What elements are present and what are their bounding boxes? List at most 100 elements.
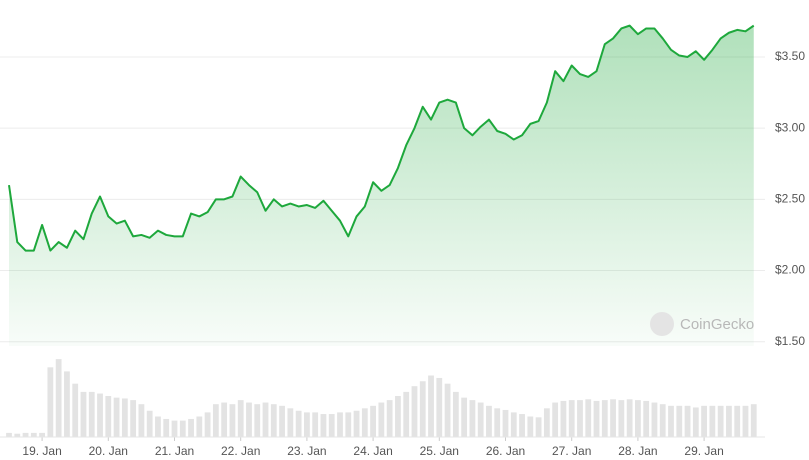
- volume-bar: [30, 432, 37, 437]
- volume-bar: [428, 375, 434, 437]
- volume-bar: [246, 402, 252, 437]
- volume-bar: [14, 433, 21, 437]
- volume-bar: [270, 404, 277, 437]
- volume-bar: [80, 391, 87, 437]
- volume-bar: [6, 432, 12, 437]
- volume-bar: [254, 404, 261, 437]
- volume-bar: [130, 400, 137, 437]
- volume-bar: [452, 391, 459, 437]
- volume-bar: [684, 405, 691, 437]
- volume-bar: [337, 412, 343, 437]
- volume-bar: [395, 396, 401, 437]
- volume-bar: [88, 391, 95, 437]
- volume-bar: [204, 412, 211, 437]
- volume-bar: [370, 405, 376, 437]
- volume-bar: [626, 399, 633, 437]
- volume-bar: [668, 405, 674, 437]
- volume-bar: [477, 402, 484, 437]
- volume-bar: [593, 400, 600, 437]
- volume-bar: [742, 405, 749, 437]
- volume-bar: [403, 391, 410, 437]
- volume-bar: [750, 404, 757, 437]
- volume-bar: [328, 414, 335, 437]
- volume-bar: [22, 432, 29, 437]
- volume-bar: [469, 400, 476, 437]
- volume-bar: [72, 383, 79, 437]
- volume-bar: [39, 432, 45, 437]
- volume-bar: [378, 402, 385, 437]
- volume-bar: [734, 405, 741, 437]
- volume-bar: [320, 414, 327, 437]
- volume-bar: [121, 398, 128, 437]
- volume-bar: [179, 420, 186, 437]
- volume-bar: [709, 405, 716, 437]
- volume-bar: [188, 418, 194, 437]
- volume-bar: [726, 405, 732, 437]
- volume-bar: [146, 410, 153, 437]
- volume-bar: [568, 400, 575, 437]
- y-tick-label: $3.00: [775, 120, 805, 134]
- volume-bar: [436, 377, 443, 437]
- x-tick-label: 27. Jan: [552, 444, 591, 458]
- volume-bar: [510, 412, 517, 437]
- price-line: [8, 24, 755, 252]
- volume-bar: [105, 396, 112, 437]
- volume-bar: [287, 408, 294, 437]
- volume-bar: [237, 400, 244, 437]
- volume-bar: [527, 416, 534, 437]
- volume-bar: [279, 405, 285, 437]
- volume-bar: [560, 400, 567, 437]
- price-area: [9, 25, 754, 346]
- volume-bar: [304, 412, 310, 437]
- volume-bar: [543, 408, 550, 437]
- volume-bar: [411, 386, 418, 437]
- volume-bar: [486, 405, 492, 437]
- volume-bar: [717, 405, 724, 437]
- volume-bar: [221, 402, 228, 437]
- y-tick-label: $2.50: [775, 192, 805, 206]
- volume-bar: [229, 404, 236, 437]
- volume-bar: [295, 410, 302, 437]
- volume-bar: [138, 404, 145, 437]
- volume-bar: [113, 397, 120, 437]
- x-tick-label: 25. Jan: [420, 444, 459, 458]
- volume-bar: [97, 393, 103, 437]
- volume-bar: [55, 359, 62, 437]
- volume-bar: [64, 371, 70, 437]
- volume-bar: [651, 402, 658, 437]
- x-tick-label: 24. Jan: [353, 444, 392, 458]
- volume-bar: [155, 416, 161, 437]
- y-tick-label: $2.00: [775, 263, 805, 277]
- x-tick-label: 26. Jan: [486, 444, 525, 458]
- volume-bar: [196, 416, 203, 437]
- volume-bar: [444, 383, 451, 437]
- volume-bar: [519, 414, 525, 437]
- x-tick-label: 20. Jan: [89, 444, 128, 458]
- volume-bar: [535, 417, 542, 437]
- volume-bar: [353, 410, 360, 437]
- volume-bar: [461, 397, 468, 437]
- volume-bar: [361, 408, 368, 437]
- y-tick-label: $3.50: [775, 49, 805, 63]
- y-tick-label: $1.50: [775, 334, 805, 348]
- volume-bar: [643, 400, 650, 437]
- x-tick-label: 29. Jan: [684, 444, 723, 458]
- volume-bar: [692, 407, 699, 437]
- volume-bar: [610, 399, 616, 437]
- volume-bar: [419, 381, 426, 437]
- volume-bar: [659, 404, 666, 437]
- volume-bar: [212, 404, 219, 437]
- x-tick-label: 22. Jan: [221, 444, 260, 458]
- x-tick-label: 19. Jan: [22, 444, 61, 458]
- volume-bar: [618, 400, 625, 437]
- volume-bar: [262, 402, 269, 437]
- volume-bar: [502, 409, 509, 437]
- volume-bar: [577, 400, 583, 437]
- volume-bar: [47, 367, 54, 437]
- volume-bar: [163, 418, 170, 437]
- volume-bar: [635, 400, 641, 437]
- watermark-logo: [650, 312, 674, 336]
- x-tick-label: 28. Jan: [618, 444, 657, 458]
- volume-bar: [494, 408, 501, 437]
